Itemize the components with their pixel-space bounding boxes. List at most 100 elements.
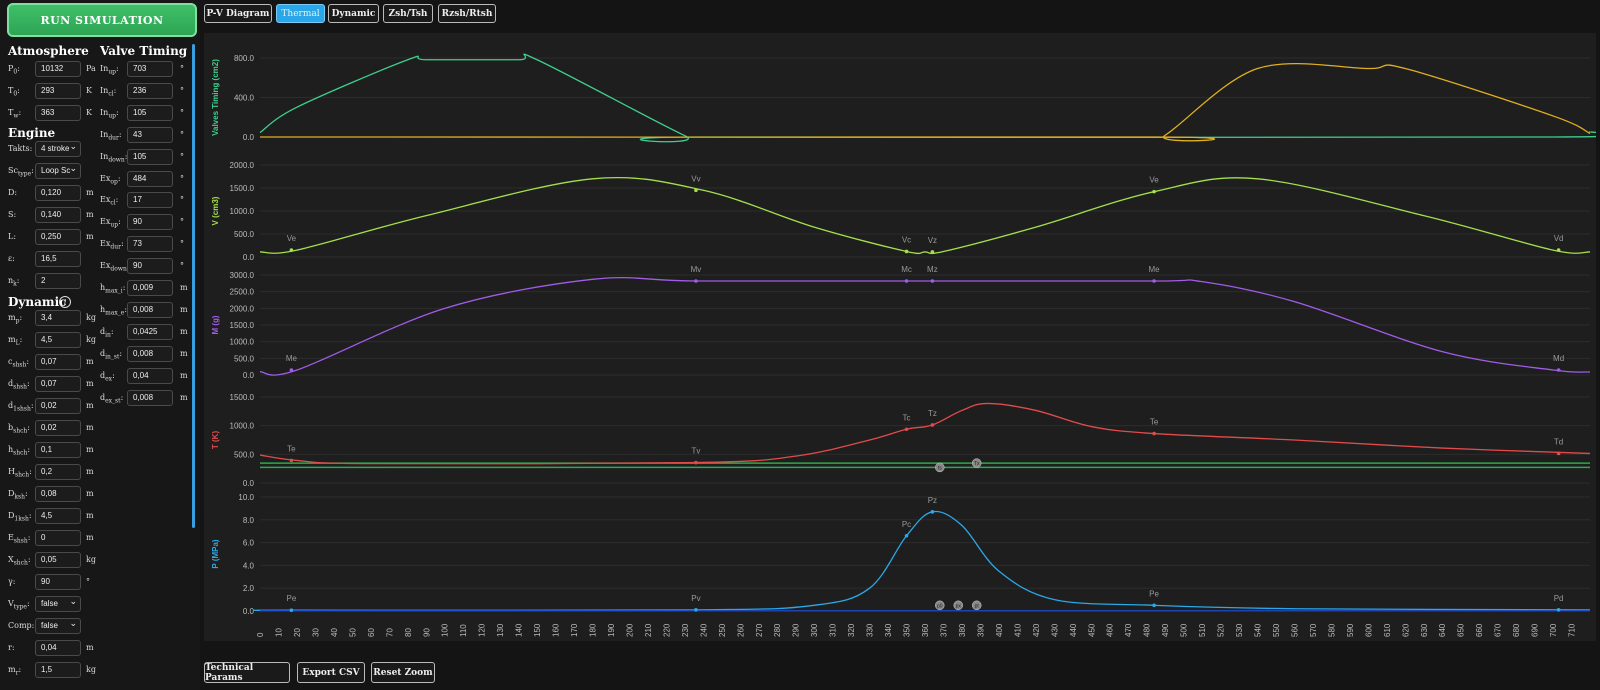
point-label: Pe: [287, 594, 297, 603]
param-input[interactable]: 0,009: [127, 280, 173, 296]
param-input[interactable]: 73: [127, 236, 173, 253]
point-label: Mz: [927, 265, 938, 274]
data-point[interactable]: [930, 510, 935, 514]
param-unit: m: [86, 533, 94, 542]
data-point[interactable]: [1556, 248, 1561, 252]
tab-zsh-tsh[interactable]: Zsh/Tsh: [383, 4, 433, 23]
param-input[interactable]: 43: [127, 126, 173, 143]
data-point[interactable]: [1556, 608, 1561, 612]
data-point[interactable]: [904, 533, 909, 538]
param-input[interactable]: 484: [127, 170, 173, 187]
data-point[interactable]: [289, 368, 294, 372]
param-input[interactable]: 236: [127, 82, 173, 99]
param-input[interactable]: 0,07: [35, 376, 81, 392]
param-input[interactable]: 0,0425: [127, 323, 173, 340]
param-input[interactable]: 0,04: [127, 367, 173, 384]
param-label-base: Ex: [100, 217, 111, 227]
technical-params-button[interactable]: Technical Params: [204, 662, 290, 683]
point-label: Tz: [928, 409, 937, 418]
data-point[interactable]: [289, 248, 294, 252]
param-input[interactable]: 0,04: [35, 640, 81, 656]
param-input[interactable]: 0,140: [35, 207, 81, 223]
param-input[interactable]: 0,07: [35, 354, 81, 370]
y-tick-label: 0.0: [243, 479, 255, 488]
tab-dynamic[interactable]: Dynamic: [328, 4, 379, 23]
param-input[interactable]: 105: [127, 104, 173, 121]
data-point[interactable]: [904, 249, 909, 254]
marker-badge[interactable]: [953, 600, 963, 611]
data-point[interactable]: [930, 423, 935, 427]
param-input[interactable]: 0,008: [127, 301, 173, 318]
data-point[interactable]: [694, 188, 698, 193]
param-label-base: E: [8, 533, 14, 542]
param-input[interactable]: 703: [127, 61, 173, 77]
marker-badge[interactable]: [971, 600, 982, 611]
data-point[interactable]: [930, 279, 935, 283]
param-input[interactable]: 17: [127, 192, 173, 209]
data-point[interactable]: [930, 250, 935, 254]
param-label-sub: down: [108, 156, 125, 164]
data-point[interactable]: [1152, 431, 1156, 436]
data-point[interactable]: [904, 427, 909, 432]
data-point[interactable]: [289, 458, 294, 463]
data-point[interactable]: [1152, 603, 1156, 608]
param-input[interactable]: 0,120: [35, 185, 81, 201]
param-input[interactable]: 4,5: [35, 332, 81, 348]
param-label: Tw:: [8, 108, 22, 120]
param-input[interactable]: 16,5: [35, 251, 81, 267]
param-select[interactable]: false: [35, 596, 81, 612]
data-point[interactable]: [694, 279, 698, 283]
data-point[interactable]: [1556, 368, 1561, 372]
param-input[interactable]: 0,02: [35, 398, 81, 414]
param-select[interactable]: 4 stroke: [35, 141, 81, 157]
tab-thermal[interactable]: Thermal: [276, 4, 325, 23]
marker-badge[interactable]: [935, 462, 945, 473]
param-input[interactable]: 0,1: [35, 442, 81, 458]
param-input[interactable]: 105: [127, 148, 173, 165]
x-tick-label: 450: [1087, 623, 1096, 637]
info-icon[interactable]: i: [59, 296, 71, 308]
run-simulation-button[interactable]: RUN SIMULATION: [7, 3, 197, 37]
reset-zoom-button[interactable]: Reset Zoom: [371, 662, 435, 683]
param-input[interactable]: 2: [35, 273, 81, 289]
param-select[interactable]: Loop Sc: [35, 163, 81, 179]
tab-rzsh-rtsh[interactable]: Rzsh/Rtsh: [438, 4, 496, 23]
param-input[interactable]: 0,008: [127, 389, 173, 406]
param-label-base: L: [8, 232, 14, 241]
dynamic-heading: Dynamic: [8, 295, 67, 309]
y-tick-label: 2000.0: [230, 304, 255, 313]
data-point[interactable]: [1152, 279, 1156, 283]
export-csv-button[interactable]: Export CSV: [297, 662, 365, 683]
tab-p-v-diagram[interactable]: P-V Diagram: [204, 4, 272, 23]
data-point[interactable]: [1152, 189, 1156, 194]
param-input[interactable]: 0: [35, 530, 81, 546]
param-input[interactable]: 3,4: [35, 310, 81, 326]
data-point[interactable]: [694, 608, 698, 612]
param-input[interactable]: 293: [35, 83, 81, 99]
param-input[interactable]: 90: [127, 258, 173, 275]
panel-scrollbar[interactable]: [192, 44, 195, 528]
param-input[interactable]: 0,05: [35, 552, 81, 568]
marker-badge[interactable]: [935, 600, 945, 611]
param-input[interactable]: 90: [35, 574, 81, 590]
param-select[interactable]: false: [35, 618, 81, 634]
param-label-base: V: [8, 599, 14, 608]
param-input[interactable]: 1,5: [35, 662, 81, 678]
data-point[interactable]: [694, 460, 698, 465]
param-label: mr:: [8, 665, 22, 677]
param-input[interactable]: 0,250: [35, 229, 81, 245]
param-unit: °: [180, 151, 184, 161]
data-point[interactable]: [1556, 451, 1561, 456]
param-input[interactable]: 4,5: [35, 508, 81, 524]
param-input[interactable]: 90: [127, 214, 173, 231]
data-point[interactable]: [289, 608, 294, 613]
param-input[interactable]: 10132: [35, 61, 81, 77]
param-input[interactable]: 0,2: [35, 464, 81, 480]
param-input[interactable]: 0,008: [127, 345, 173, 362]
param-input[interactable]: 0,02: [35, 420, 81, 436]
marker-badge[interactable]: [971, 458, 982, 468]
data-point[interactable]: [904, 279, 909, 283]
param-input[interactable]: 363: [35, 105, 81, 121]
param-input[interactable]: 0,08: [35, 486, 81, 502]
